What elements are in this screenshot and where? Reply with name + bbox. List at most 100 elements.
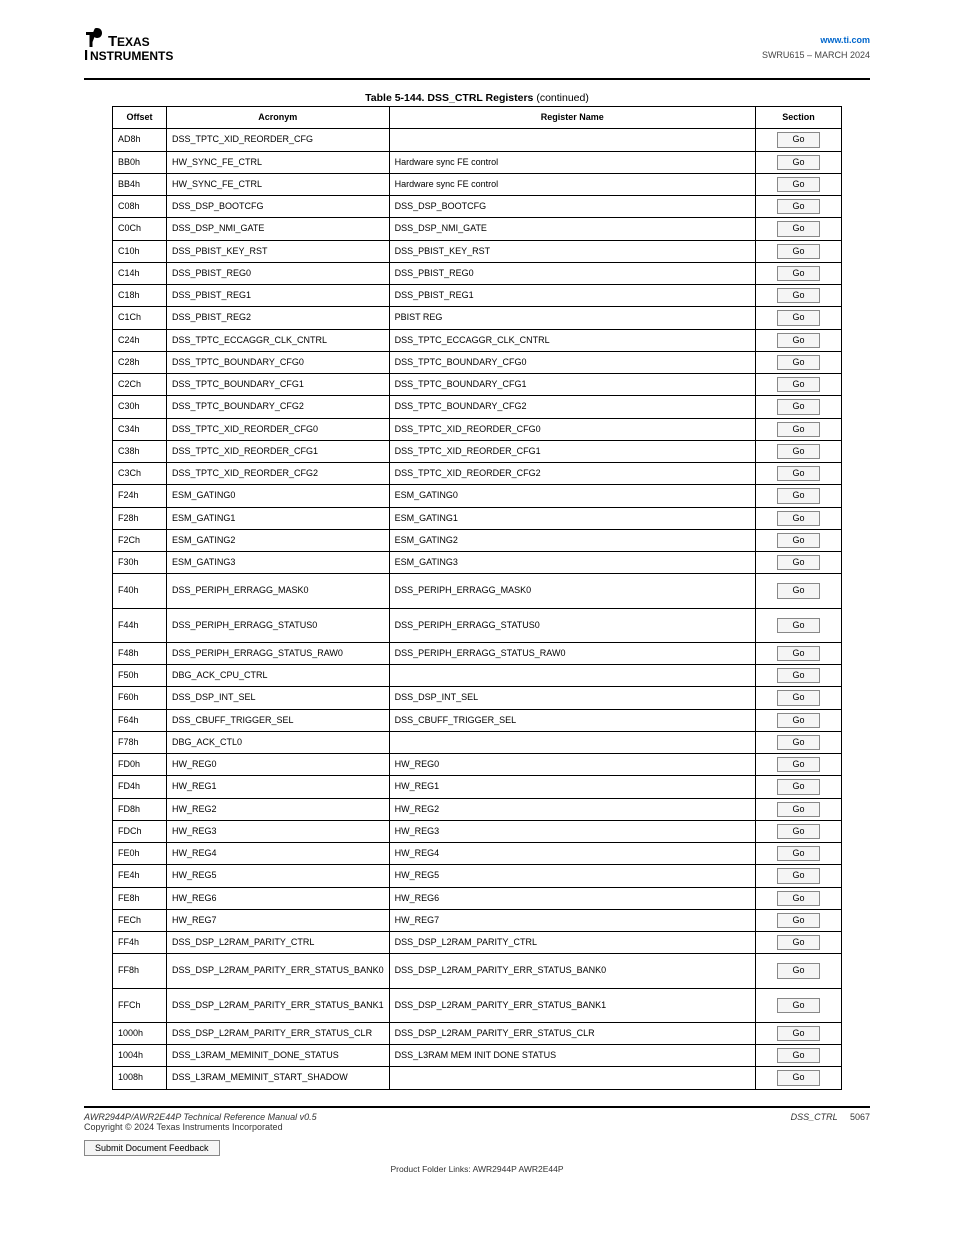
go-link[interactable]: Go [777, 618, 819, 633]
cell-acronym: DSS_PERIPH_ERRAGG_STATUS_RAW0 [167, 642, 390, 664]
go-link[interactable]: Go [777, 846, 819, 861]
table-row: 1008hDSS_L3RAM_MEMINIT_START_SHADOWGo [113, 1067, 842, 1089]
cell-acronym: DSS_PERIPH_ERRAGG_MASK0 [167, 574, 390, 608]
go-link[interactable]: Go [777, 511, 819, 526]
go-link[interactable]: Go [777, 533, 819, 548]
cell-acronym: DSS_TPTC_BOUNDARY_CFG1 [167, 374, 390, 396]
register-table: Offset Acronym Register Name Section AD8… [112, 106, 842, 1090]
go-link[interactable]: Go [777, 444, 819, 459]
go-link[interactable]: Go [777, 963, 819, 978]
go-link[interactable]: Go [777, 244, 819, 259]
table-row: FF8hDSS_DSP_L2RAM_PARITY_ERR_STATUS_BANK… [113, 954, 842, 988]
cell-acronym: DSS_PBIST_REG0 [167, 262, 390, 284]
cell-acronym: HW_REG0 [167, 754, 390, 776]
go-link[interactable]: Go [777, 288, 819, 303]
cell-section: Go [756, 463, 842, 485]
go-link[interactable]: Go [777, 355, 819, 370]
go-link[interactable]: Go [777, 399, 819, 414]
header-right: www.ti.com SWRU615 – MARCH 2024 [199, 28, 870, 60]
table-row: C0ChDSS_DSP_NMI_GATEDSS_DSP_NMI_GATEGo [113, 218, 842, 240]
cell-offset: F78h [113, 731, 167, 753]
cell-register-name: DSS_DSP_BOOTCFG [389, 196, 755, 218]
cell-register-name: DSS_TPTC_BOUNDARY_CFG1 [389, 374, 755, 396]
table-row: FD4hHW_REG1HW_REG1Go [113, 776, 842, 798]
go-link[interactable]: Go [777, 132, 819, 147]
go-link[interactable]: Go [777, 757, 819, 772]
cell-register-name: HW_REG2 [389, 798, 755, 820]
cell-acronym: HW_REG4 [167, 843, 390, 865]
cell-register-name: PBIST REG [389, 307, 755, 329]
go-link[interactable]: Go [777, 668, 819, 683]
cell-section: Go [756, 754, 842, 776]
cell-offset: C3Ch [113, 463, 167, 485]
table-row: 1004hDSS_L3RAM_MEMINIT_DONE_STATUSDSS_L3… [113, 1045, 842, 1067]
cell-offset: F24h [113, 485, 167, 507]
go-link[interactable]: Go [777, 488, 819, 503]
cell-offset: FDCh [113, 820, 167, 842]
cell-register-name: DSS_DSP_L2RAM_PARITY_ERR_STATUS_BANK1 [389, 988, 755, 1022]
cell-register-name: DSS_L3RAM MEM INIT DONE STATUS [389, 1045, 755, 1067]
header-site-link[interactable]: www.ti.com [820, 35, 870, 45]
cell-section: Go [756, 731, 842, 753]
cell-offset: C10h [113, 240, 167, 262]
cell-acronym: HW_REG5 [167, 865, 390, 887]
cell-section: Go [756, 374, 842, 396]
go-link[interactable]: Go [777, 998, 819, 1013]
table-row: FD0hHW_REG0HW_REG0Go [113, 754, 842, 776]
cell-section: Go [756, 776, 842, 798]
cell-section: Go [756, 396, 842, 418]
cell-acronym: HW_SYNC_FE_CTRL [167, 151, 390, 173]
go-link[interactable]: Go [777, 735, 819, 750]
table-row: C3ChDSS_TPTC_XID_REORDER_CFG2DSS_TPTC_XI… [113, 463, 842, 485]
cell-acronym: DSS_DSP_L2RAM_PARITY_CTRL [167, 932, 390, 954]
go-link[interactable]: Go [777, 266, 819, 281]
go-link[interactable]: Go [777, 377, 819, 392]
cell-acronym: DSS_L3RAM_MEMINIT_DONE_STATUS [167, 1045, 390, 1067]
go-link[interactable]: Go [777, 177, 819, 192]
go-link[interactable]: Go [777, 1070, 819, 1085]
go-link[interactable]: Go [777, 466, 819, 481]
go-link[interactable]: Go [777, 555, 819, 570]
cell-section: Go [756, 820, 842, 842]
svg-text:I: I [84, 47, 88, 64]
cell-offset: C30h [113, 396, 167, 418]
go-link[interactable]: Go [777, 583, 819, 598]
go-link[interactable]: Go [777, 155, 819, 170]
cell-offset: C2Ch [113, 374, 167, 396]
footer-doc-title: AWR2944P/AWR2E44P Technical Reference Ma… [84, 1112, 317, 1122]
cell-offset: FD0h [113, 754, 167, 776]
go-link[interactable]: Go [777, 310, 819, 325]
go-link[interactable]: Go [777, 824, 819, 839]
cell-acronym: DSS_PERIPH_ERRAGG_STATUS0 [167, 608, 390, 642]
go-link[interactable]: Go [777, 646, 819, 661]
table-title: Table 5-144. DSS_CTRL Registers (continu… [84, 92, 870, 104]
cell-acronym: ESM_GATING2 [167, 529, 390, 551]
product-folder-links: Product Folder Links: AWR2944P AWR2E44P [84, 1164, 870, 1174]
go-link[interactable]: Go [777, 868, 819, 883]
go-link[interactable]: Go [777, 690, 819, 705]
go-link[interactable]: Go [777, 713, 819, 728]
ti-logo: T EXAS I NSTRUMENTS [84, 28, 199, 72]
go-link[interactable]: Go [777, 221, 819, 236]
go-link[interactable]: Go [777, 199, 819, 214]
go-link[interactable]: Go [777, 333, 819, 348]
cell-register-name [389, 129, 755, 151]
svg-text:EXAS: EXAS [117, 35, 150, 49]
submit-feedback-link[interactable]: Submit Document Feedback [84, 1140, 220, 1156]
go-link[interactable]: Go [777, 802, 819, 817]
go-link[interactable]: Go [777, 422, 819, 437]
cell-section: Go [756, 329, 842, 351]
cell-section: Go [756, 418, 842, 440]
cell-offset: F30h [113, 552, 167, 574]
go-link[interactable]: Go [777, 1048, 819, 1063]
cell-register-name: DSS_PERIPH_ERRAGG_STATUS0 [389, 608, 755, 642]
go-link[interactable]: Go [777, 891, 819, 906]
table-row: FF4hDSS_DSP_L2RAM_PARITY_CTRLDSS_DSP_L2R… [113, 932, 842, 954]
go-link[interactable]: Go [777, 913, 819, 928]
go-link[interactable]: Go [777, 779, 819, 794]
cell-section: Go [756, 529, 842, 551]
go-link[interactable]: Go [777, 1026, 819, 1041]
cell-register-name: DSS_PERIPH_ERRAGG_MASK0 [389, 574, 755, 608]
cell-acronym: DSS_L3RAM_MEMINIT_START_SHADOW [167, 1067, 390, 1089]
go-link[interactable]: Go [777, 935, 819, 950]
